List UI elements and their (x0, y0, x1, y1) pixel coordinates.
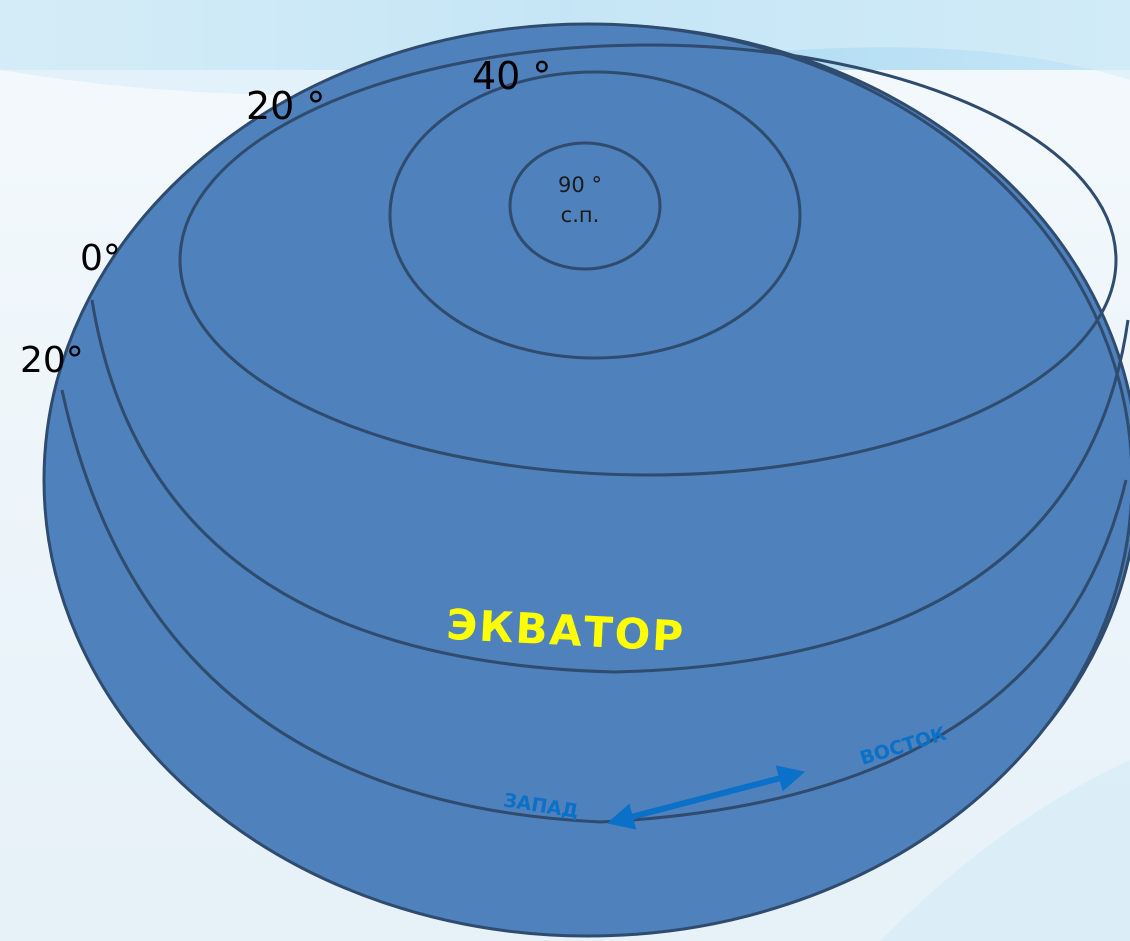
label-lat-40: 40 ° (472, 54, 552, 98)
label-lat-20-north: 20 ° (246, 84, 326, 128)
north-pole-label: 90 ° с.п. (530, 170, 630, 230)
parallel-40-north (388, 70, 802, 360)
north-pole-circle (508, 141, 662, 271)
pole-abbrev: с.п. (560, 203, 600, 227)
label-lat-0: 0° (80, 238, 121, 279)
equator-line (90, 299, 1130, 674)
double-headed-arrow-icon (606, 765, 806, 830)
pole-degree: 90 ° (558, 173, 602, 197)
parallel-20-south (60, 389, 1128, 824)
label-lat-20-south: 20° (20, 340, 84, 381)
parallel-20-north (178, 43, 1118, 477)
globe-body (42, 22, 1130, 938)
